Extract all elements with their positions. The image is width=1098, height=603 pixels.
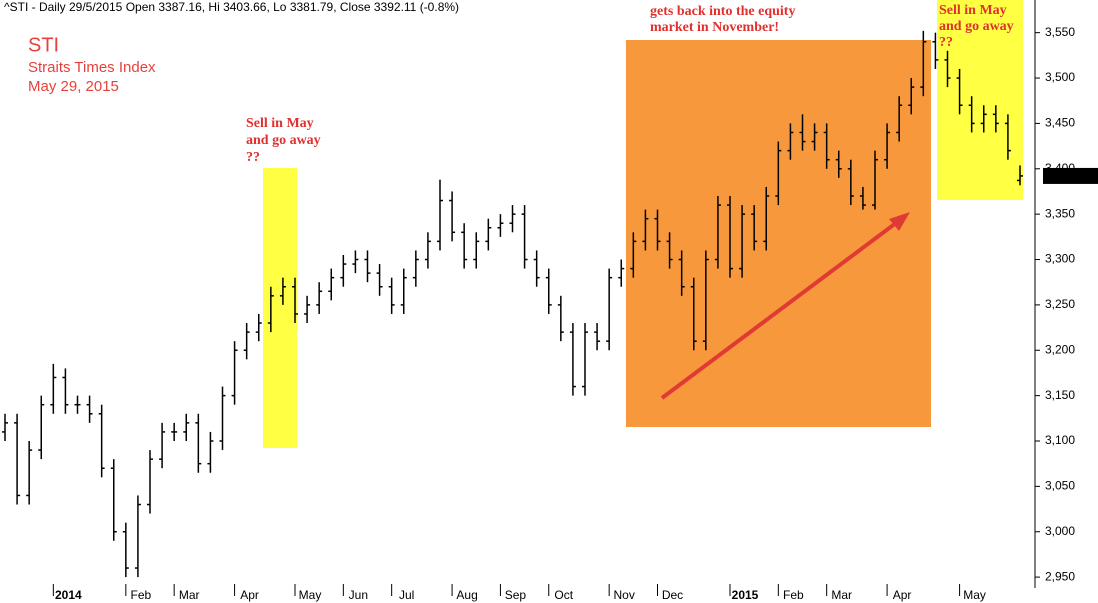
y-tick-label: 3,500 — [1045, 70, 1075, 84]
x-tick-label: Apr — [240, 588, 259, 602]
x-tick-label: Nov — [613, 588, 634, 602]
y-tick-label: 3,150 — [1045, 388, 1075, 402]
y-tick-label: 3,050 — [1045, 479, 1075, 493]
x-tick-label: 2015 — [732, 588, 759, 602]
x-tick-label: Feb — [783, 588, 804, 602]
x-tick-label: May — [963, 588, 986, 602]
x-tick-label: Dec — [662, 588, 683, 602]
x-tick-label: Sep — [505, 588, 527, 602]
date: May 29, 2015 — [28, 78, 119, 95]
x-tick-label: 2014 — [55, 588, 82, 602]
bars — [2, 30, 1023, 578]
x-tick-label: Aug — [456, 588, 477, 602]
arrow-head — [889, 212, 910, 231]
arrow — [660, 218, 902, 400]
y-tick-label: 3,550 — [1045, 25, 1075, 39]
y-tick-label: 3,100 — [1045, 433, 1075, 447]
y-tick-label: 2,950 — [1045, 569, 1075, 583]
last-value-box — [1043, 167, 1098, 184]
last-value-label: 3,392.11 — [1047, 168, 1093, 182]
chart-title: ^STI - Daily 29/5/2015 Open 3387.16, Hi … — [4, 0, 459, 14]
annotation: Sell in May — [246, 116, 314, 131]
subtitle: Straits Times Index — [28, 59, 156, 76]
annotation: gets back into the equity — [650, 4, 795, 19]
y-tick-label: 3,300 — [1045, 252, 1075, 266]
x-tick-label: Oct — [554, 588, 573, 602]
highlight-box — [263, 168, 297, 448]
x-tick-label: Jul — [399, 588, 414, 602]
annotation: and go away — [246, 133, 321, 148]
x-tick-label: Mar — [179, 588, 200, 602]
x-tick-label: Apr — [893, 588, 912, 602]
symbol: STI — [28, 34, 59, 56]
y-tick-label: 3,000 — [1045, 524, 1075, 538]
annotation: Sell in May — [939, 3, 1007, 18]
y-tick-label: 3,450 — [1045, 116, 1075, 130]
y-tick-label: 3,350 — [1045, 206, 1075, 220]
annotation: ?? — [246, 150, 260, 165]
y-tick-label: 3,200 — [1045, 342, 1075, 356]
x-tick-label: May — [299, 588, 322, 602]
annotation: market in November! — [650, 20, 779, 35]
y-tick-label: 3,250 — [1045, 297, 1075, 311]
annotation: and go away — [939, 19, 1014, 34]
annotation: ?? — [939, 35, 953, 50]
x-tick-label: Mar — [831, 588, 852, 602]
x-tick-label: Feb — [130, 588, 151, 602]
x-tick-label: Jun — [349, 588, 368, 602]
highlight-box — [937, 0, 1023, 200]
